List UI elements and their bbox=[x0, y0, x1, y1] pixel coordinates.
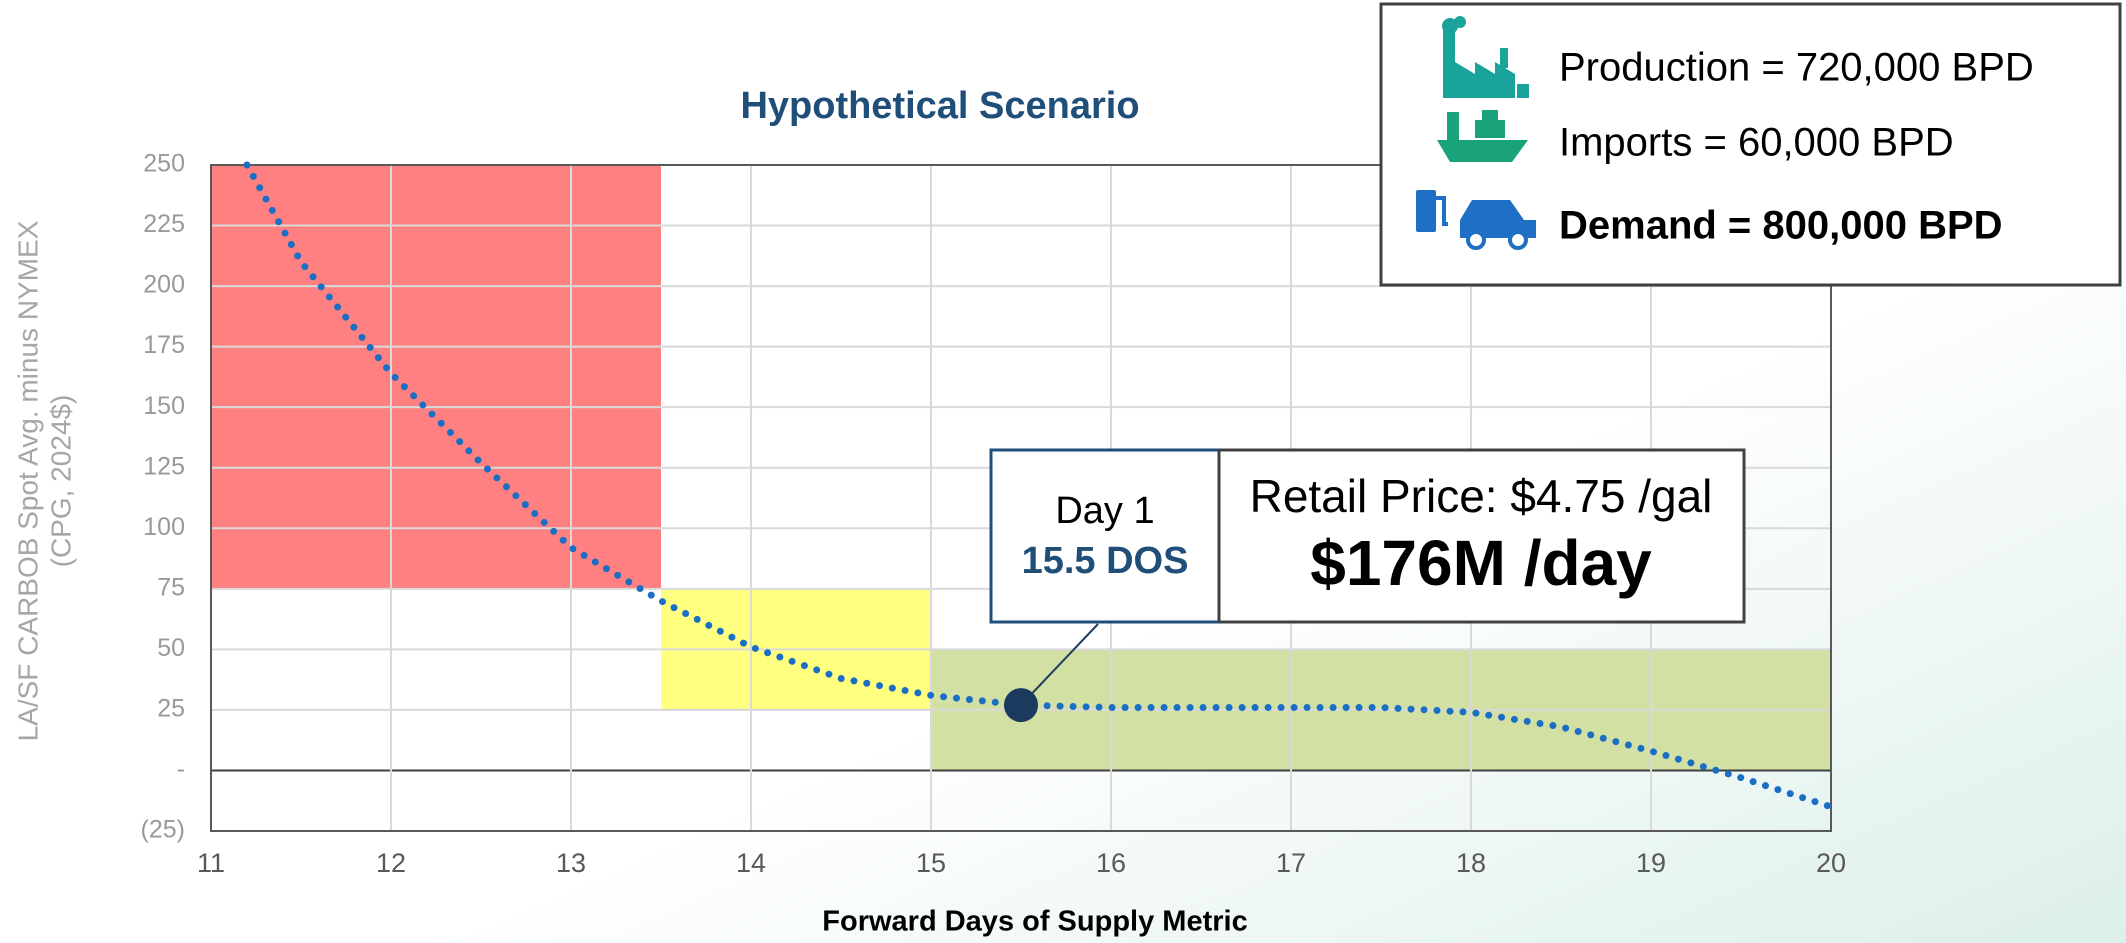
x-axis-label: Forward Days of Supply Metric bbox=[822, 906, 1247, 938]
x-tick-label: 15 bbox=[916, 848, 946, 878]
y-tick-label: 50 bbox=[157, 634, 185, 662]
annotation-box bbox=[1217, 448, 1746, 624]
info-text: Demand = 800,000 BPD bbox=[1559, 204, 2003, 248]
x-tick-label: 11 bbox=[197, 848, 225, 878]
x-tick-label: 18 bbox=[1456, 848, 1486, 878]
x-tick-label: 16 bbox=[1096, 848, 1126, 878]
annotation-box bbox=[989, 448, 1221, 624]
x-tick-label: 14 bbox=[736, 848, 766, 878]
y-tick-label: 150 bbox=[143, 392, 185, 420]
info-text: Imports = 60,000 BPD bbox=[1559, 121, 1954, 165]
y-tick-label: 175 bbox=[143, 331, 185, 359]
y-tick-label: 225 bbox=[143, 210, 185, 238]
x-tick-label: 13 bbox=[556, 848, 586, 878]
x-tick-label: 12 bbox=[376, 848, 406, 878]
x-tick-label: 19 bbox=[1636, 848, 1666, 878]
x-tick-label: 17 bbox=[1276, 848, 1306, 878]
info-box: Production = 720,000 BPD Imports = 60,00… bbox=[1379, 2, 2122, 287]
y-tick-label: 100 bbox=[143, 513, 185, 541]
zone bbox=[211, 165, 661, 589]
chart-title: Hypothetical Scenario bbox=[740, 85, 1139, 127]
y-tick-label: - bbox=[177, 755, 185, 783]
leader-line bbox=[1020, 623, 1099, 706]
plot-area: (25) - 25 50 75 100 125 150 175 200 225 250 11 12 13 14… bbox=[141, 150, 1846, 879]
x-tick-label: 20 bbox=[1816, 848, 1846, 878]
info-text: Production = 720,000 BPD bbox=[1559, 46, 2034, 90]
factory-icon bbox=[1442, 16, 1529, 98]
annotation-text: 15.5 DOS bbox=[1022, 540, 1189, 582]
annotation-text: Retail Price: $4.75 /gal bbox=[1250, 470, 1713, 522]
y-axis-label: (CPG, 2024$) bbox=[45, 395, 76, 568]
plot-frame bbox=[210, 164, 1832, 832]
y-tick-label: 75 bbox=[157, 573, 185, 601]
y-tick-label: 125 bbox=[143, 452, 185, 480]
y-tick-label: 25 bbox=[157, 695, 185, 723]
car-icon bbox=[1416, 190, 1536, 250]
ship-icon bbox=[1437, 110, 1528, 162]
annotation: Day 1 15.5 DOS Retail Price: $4.75 /gal … bbox=[989, 448, 1746, 706]
y-tick-label: (25) bbox=[141, 816, 185, 844]
y-tick-label: 200 bbox=[143, 271, 185, 299]
y-tick-label: 250 bbox=[143, 150, 185, 178]
y-axis-label: LA/SF CARBOB Spot Avg. minus NYMEX bbox=[12, 220, 43, 741]
annotation-text: Day 1 bbox=[1055, 490, 1154, 532]
annotation-text: $176M /day bbox=[1310, 527, 1652, 599]
